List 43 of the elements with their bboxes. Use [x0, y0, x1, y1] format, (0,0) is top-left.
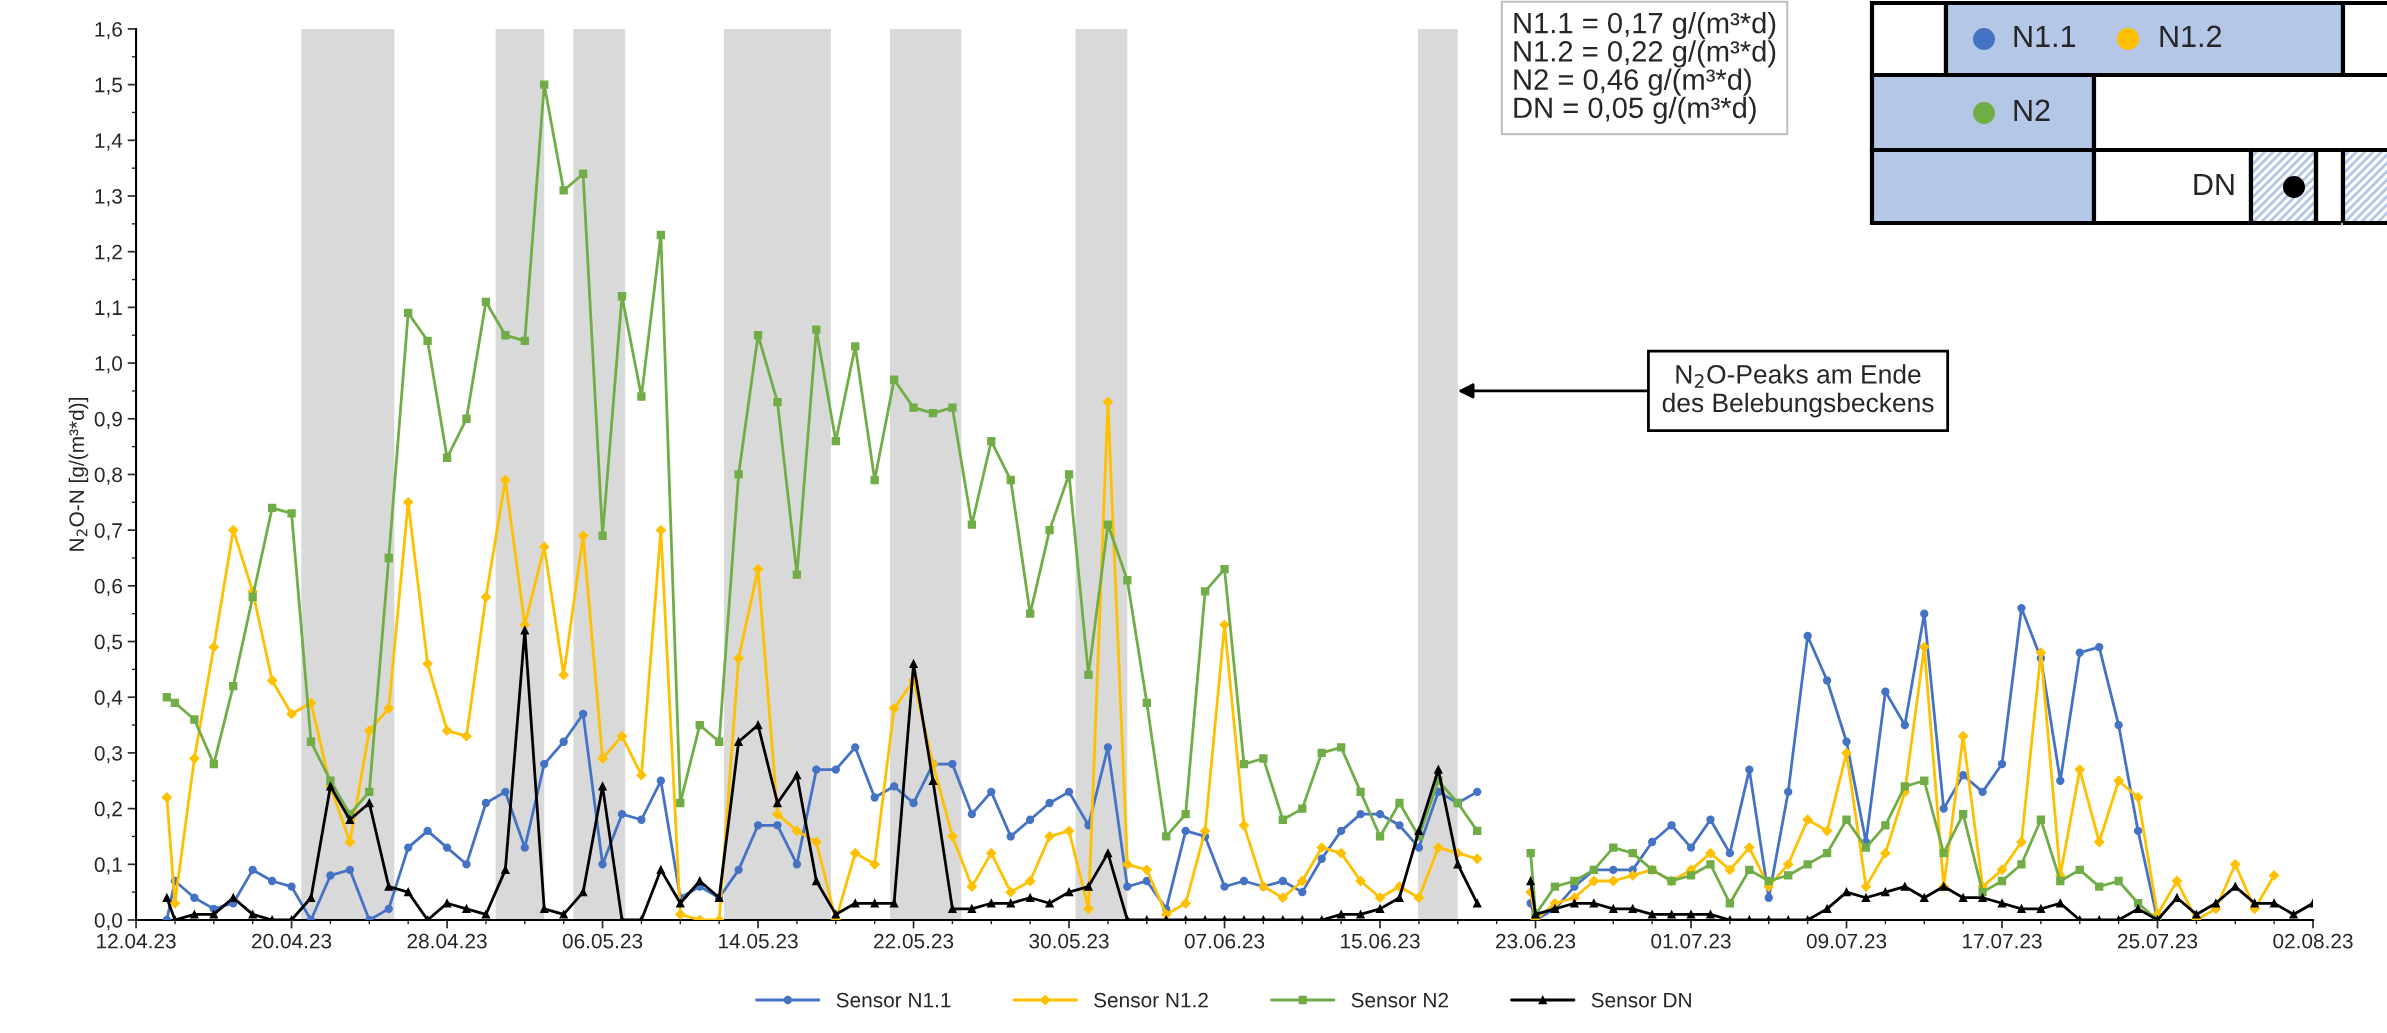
annotation: N1.2	[2160, 25, 2222, 47]
y-tick-label: 1,6	[95, 21, 122, 40]
y-tick-label: 1,1	[95, 300, 122, 318]
x-tick-label: 23.06.23	[1496, 933, 1576, 949]
x-tick-label: 15.06.23	[1341, 933, 1420, 949]
x-tick-label: 02.08.23	[2273, 933, 2353, 949]
y-tick-label: 0,2	[94, 801, 122, 819]
y-tick-label: 1,4	[95, 133, 123, 151]
x-tick-label: 22.05.23	[874, 933, 954, 949]
annotation: N2	[2014, 99, 2050, 121]
y-tick-label: 0,0	[94, 912, 123, 931]
x-tick-label: 17.07.23	[1963, 933, 2042, 949]
y-tick-label: 0,4	[94, 690, 123, 708]
legend-label: Sensor N1.1	[836, 992, 951, 1008]
y-tick-label: 0,8	[94, 467, 122, 485]
legend-label: Sensor N1.2	[1094, 992, 1208, 1008]
y-tick-label: 1,0	[95, 356, 123, 374]
annotation: N1.1	[2014, 25, 2076, 47]
x-tick-label: 28.04.23	[407, 933, 487, 949]
y-tick-label: 1,5	[95, 77, 122, 95]
y-tick-label: 0,7	[94, 523, 122, 541]
annotation: N1.1 = 0,17 g/(m³*d) N1.2 = 0,22 g/(m³*d) N2 = 0,46 g/(m³*d) DN = 0,05 g/(m³*d)	[1514, 12, 1776, 124]
annotation: N$_{2}$O-Peaks am Ende des Belebungsbeckens	[1662, 364, 1934, 418]
x-tick-label: 25.07.23	[2118, 933, 2198, 949]
annotation: DN	[2194, 173, 2234, 195]
x-tick-label: 06.05.23	[562, 933, 643, 949]
x-tick-label: 01.07.23	[1651, 933, 1731, 949]
y-tick-label: 0,1	[94, 857, 122, 875]
x-tick-label: 09.07.23	[1806, 933, 1887, 949]
y-tick-label: 0,9	[94, 411, 122, 429]
y-tick-label: 0,3	[94, 745, 122, 764]
y-tick-label: 0,6	[94, 578, 122, 597]
y-tick-label: 0,5	[94, 634, 122, 652]
legend-label: Sensor N2	[1351, 992, 1448, 1008]
x-tick-label: 20.04.23	[252, 933, 332, 949]
legend-label: Sensor DN	[1591, 992, 1691, 1008]
x-tick-label: 30.05.23	[1029, 933, 1109, 949]
x-tick-label: 07.06.23	[1184, 933, 1265, 949]
y-tick-label: 1,3	[95, 189, 122, 207]
y-tick-label: 1,2	[95, 244, 122, 262]
x-tick-label: 12.04.23	[97, 933, 176, 949]
y-axis-title: N$_{2}$O-N [g/(m³*d)]	[68, 398, 89, 551]
x-tick-label: 14.05.23	[719, 933, 798, 949]
